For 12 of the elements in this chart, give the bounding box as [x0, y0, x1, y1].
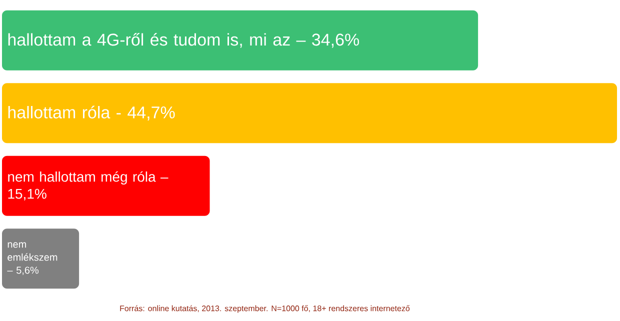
- data-label: 44,7%: [128, 106, 175, 120]
- y-tick-label: hallottam róla -: [8, 106, 121, 118]
- bar: [2, 156, 210, 216]
- bar: [2, 83, 618, 144]
- text: Forrás: online kutatás, 2013. szeptember. N=1000 fő, 18+ rendszeres internetező: [120, 305, 410, 313]
- data-label: 34,6%: [312, 34, 359, 48]
- data-label: 5,6%: [16, 266, 39, 275]
- bar: [2, 228, 80, 289]
- data-label: 15,1%: [8, 188, 46, 200]
- bar: [2, 10, 478, 70]
- y-tick-label: nem hallottam még róla –: [8, 171, 168, 185]
- y-tick-label: hallottam a 4G-ről és tudom is, mi az –: [8, 33, 306, 48]
